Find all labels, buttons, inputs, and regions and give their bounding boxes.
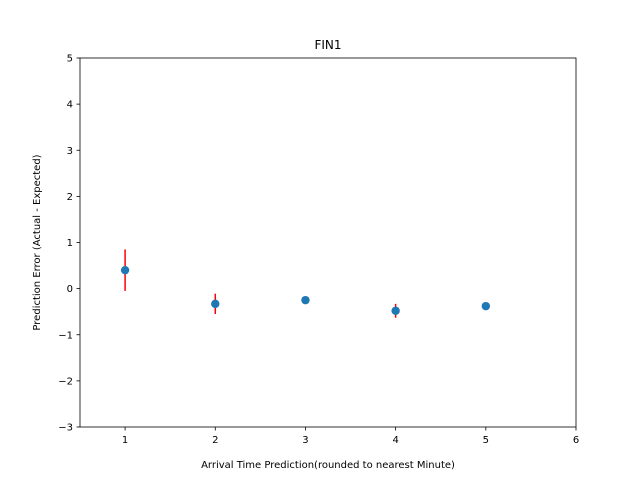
x-tick-label: 2 [212, 435, 218, 446]
y-tick-label: −2 [58, 376, 73, 387]
data-point [481, 301, 491, 311]
data-point [120, 265, 130, 275]
points-layer [120, 265, 491, 315]
y-tick-label: 4 [67, 100, 73, 111]
y-tick-label: 0 [67, 284, 73, 295]
y-tick-label: −1 [58, 330, 73, 341]
y-tick-label: 2 [67, 192, 73, 203]
x-axis-label: Arrival Time Prediction(rounded to neare… [201, 460, 455, 471]
chart-title: FIN1 [314, 38, 341, 52]
y-tick-label: 1 [67, 238, 73, 249]
x-tick-label: 6 [573, 435, 579, 446]
x-tick-label: 3 [302, 435, 308, 446]
plot-frame [79, 57, 577, 428]
ticks-layer: 1 2 3 4 5 6 −3 −2 −1 0 1 2 3 4 5 [58, 54, 579, 447]
y-tick-label: −3 [58, 423, 73, 434]
data-point [391, 306, 400, 315]
x-tick-label: 5 [483, 435, 489, 446]
data-point [301, 295, 310, 305]
y-tick-label: 3 [67, 146, 73, 157]
x-tick-label: 4 [392, 435, 398, 446]
x-tick-label: 1 [122, 435, 128, 446]
y-tick-label: 5 [67, 54, 73, 65]
data-point [211, 299, 220, 309]
y-axis-label: Prediction Error (Actual - Expected) [32, 154, 43, 330]
